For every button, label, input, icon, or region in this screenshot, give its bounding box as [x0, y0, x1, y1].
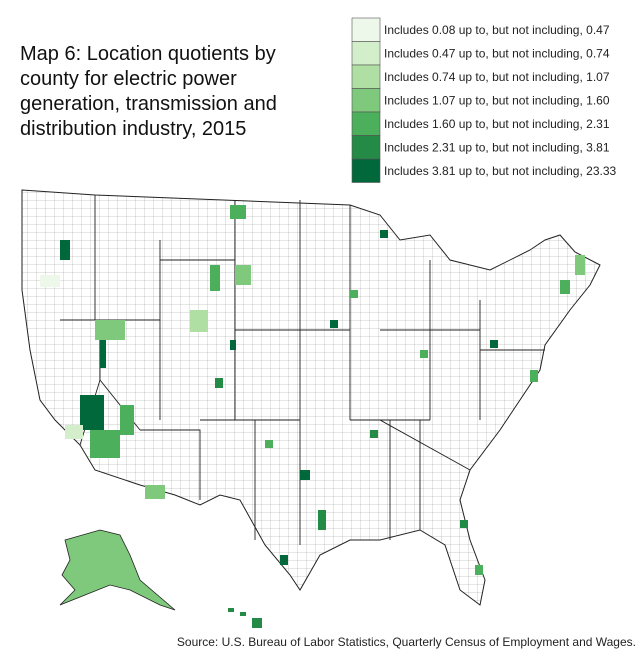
- legend-swatch: [351, 135, 381, 160]
- us-map: [21, 189, 601, 628]
- map-title: Map 6: Location quotients by county for …: [20, 43, 277, 140]
- legend: Includes 0.08 up to, but not including, …: [351, 17, 616, 183]
- legend-swatch: [351, 88, 381, 113]
- legend-label: Includes 0.74 up to, but not including, …: [384, 70, 610, 84]
- legend-label: Includes 1.07 up to, but not including, …: [384, 93, 610, 107]
- legend-label: Includes 0.47 up to, but not including, …: [384, 46, 610, 60]
- alaska: [59, 529, 176, 611]
- legend-swatch: [351, 17, 381, 42]
- legend-label: Includes 2.31 up to, but not including, …: [384, 140, 610, 154]
- legend-swatch: [351, 111, 381, 136]
- hawaii: [228, 608, 262, 628]
- legend-swatch: [351, 64, 381, 89]
- state-lines: [60, 195, 545, 545]
- legend-swatch: [351, 158, 381, 183]
- legend-label: Includes 3.81 up to, but not including, …: [384, 164, 616, 178]
- legend-label: Includes 1.60 up to, but not including, …: [384, 117, 610, 131]
- legend-swatch: [351, 41, 381, 66]
- legend-label: Includes 0.08 up to, but not including, …: [384, 23, 610, 37]
- highlighted-counties: [40, 205, 585, 575]
- source-note: Source: U.S. Bureau of Labor Statistics,…: [177, 635, 636, 649]
